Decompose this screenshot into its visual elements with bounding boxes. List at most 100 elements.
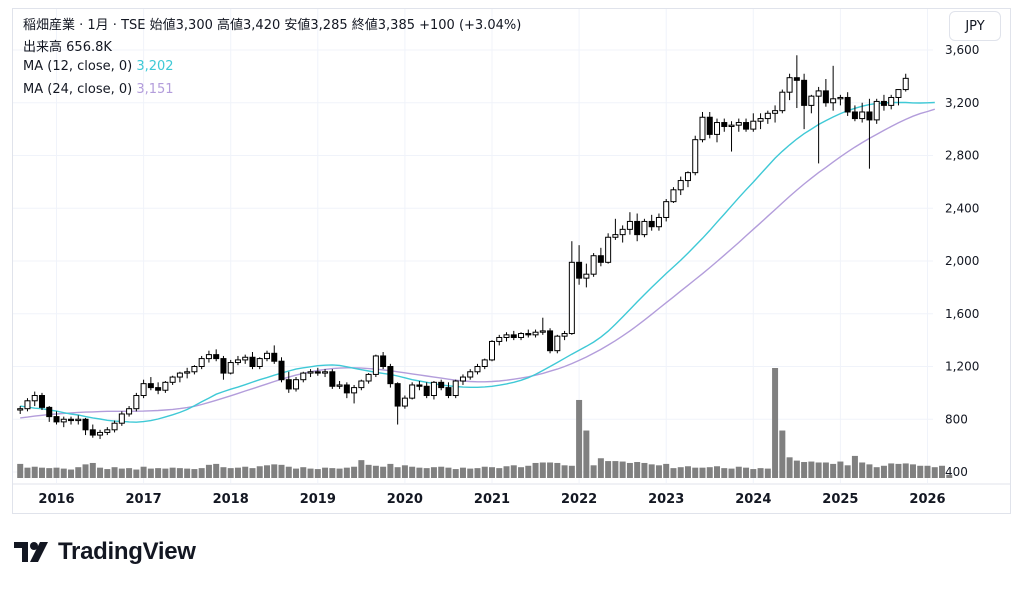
volume-bar <box>249 468 256 478</box>
candle-body <box>844 96 851 113</box>
candle-body <box>655 216 662 228</box>
candle-body <box>750 120 757 130</box>
candle-body <box>358 380 365 389</box>
candle-body <box>568 261 575 335</box>
candle-body <box>372 355 379 375</box>
ma12-label: MA (12, close, 0) <box>23 59 133 74</box>
x-tick-label: 2018 <box>213 492 249 507</box>
volume-bar <box>307 468 314 478</box>
volume-bar <box>372 465 379 478</box>
volume-bar <box>619 461 626 478</box>
volume-bar <box>459 467 466 478</box>
x-tick-label: 2025 <box>822 492 858 507</box>
candle-body <box>140 383 147 397</box>
volume-bar <box>358 460 365 478</box>
y-tick-label: 800 <box>945 412 968 426</box>
candle-body <box>155 387 162 391</box>
y-tick-label: 1,200 <box>945 360 979 374</box>
symbol-legend: 稲畑産業 · 1月 · TSE 始値3,300 高値3,420 安値3,285 … <box>23 14 521 33</box>
candle-body <box>808 95 815 106</box>
volume-bar <box>198 468 205 478</box>
candle-body <box>459 376 466 382</box>
volume-bar <box>692 467 699 478</box>
volume-bar <box>888 463 895 478</box>
ma24-value: 3,151 <box>136 82 174 97</box>
volume-bar <box>271 464 278 478</box>
candle-body <box>822 90 829 104</box>
tradingview-logo[interactable]: TradingView <box>14 538 196 566</box>
candle-body <box>409 384 416 399</box>
candle-body <box>452 380 459 397</box>
volume-bar <box>510 465 517 478</box>
candle-body <box>220 358 227 374</box>
volume-bar <box>474 468 481 478</box>
ma12-legend: MA (12, close, 0) 3,202 <box>23 59 174 74</box>
volume-legend: 出来高 656.8K <box>23 36 112 55</box>
volume-bar <box>118 468 125 478</box>
candle-body <box>430 381 437 397</box>
candle-body <box>60 418 67 423</box>
candle-body <box>336 384 343 387</box>
volume-bar <box>416 467 423 478</box>
currency-button[interactable]: JPY <box>949 11 1001 41</box>
chart-frame: 400 800 1,200 1,600 2,000 2,400 2,800 3,200 3,60… <box>12 8 1011 514</box>
y-tick-label: 2,000 <box>945 254 979 268</box>
candle-body <box>343 384 350 394</box>
candle-body <box>249 356 256 367</box>
candle-body <box>97 431 104 436</box>
volume-bar <box>866 464 873 478</box>
high-value: 3,420 <box>243 18 281 33</box>
volume-bar <box>263 465 270 478</box>
candle-body <box>706 116 713 135</box>
volume-bar <box>641 462 648 478</box>
volume-bar <box>539 462 546 478</box>
candle-body <box>438 381 445 389</box>
candle-body <box>634 220 641 236</box>
candle-body <box>786 77 793 93</box>
volume-bar <box>590 465 597 478</box>
candle-body <box>176 372 183 378</box>
volume-bar <box>568 465 575 478</box>
volume-bar <box>97 467 104 478</box>
candle-body <box>184 371 191 374</box>
candle-body <box>547 330 554 352</box>
candle-body <box>242 356 249 361</box>
candle-body <box>670 189 677 203</box>
volume-bar <box>626 462 633 478</box>
candle-body <box>859 111 866 120</box>
y-tick-label: 3,200 <box>945 96 979 110</box>
x-tick-label: 2021 <box>474 492 510 507</box>
x-tick-label: 2022 <box>561 492 597 507</box>
candle-body <box>554 335 561 352</box>
candle-body <box>234 359 241 364</box>
candle-body <box>757 118 764 122</box>
price-chart[interactable]: 4008001,2001,6002,0002,4002,8003,2003,60… <box>13 9 1010 513</box>
y-tick-label: 2,800 <box>945 149 979 163</box>
volume-bar <box>409 466 416 478</box>
volume-bar <box>242 466 249 478</box>
candle-body <box>293 379 300 390</box>
candle-body <box>300 372 307 381</box>
volume-bar <box>873 467 880 478</box>
candle-body <box>692 139 699 174</box>
volume-bar <box>278 464 285 478</box>
candle-body <box>169 376 176 383</box>
candle-body <box>38 395 45 408</box>
candle-body <box>532 331 539 336</box>
volume-bar <box>351 466 358 478</box>
volume-bar <box>721 468 728 478</box>
candle-body <box>351 387 358 394</box>
candle-body <box>162 381 169 391</box>
volume-bar <box>706 467 713 478</box>
volume-bar <box>503 466 510 478</box>
volume-bar <box>169 467 176 478</box>
candle-body <box>605 236 612 263</box>
candle-body <box>866 111 873 121</box>
candle-body <box>648 220 655 228</box>
x-tick-label: 2017 <box>126 492 162 507</box>
volume-bar <box>750 469 757 478</box>
volume-bar <box>909 464 916 478</box>
candle-body <box>888 96 895 106</box>
volume-bar <box>300 467 307 478</box>
volume-bar <box>430 467 437 478</box>
